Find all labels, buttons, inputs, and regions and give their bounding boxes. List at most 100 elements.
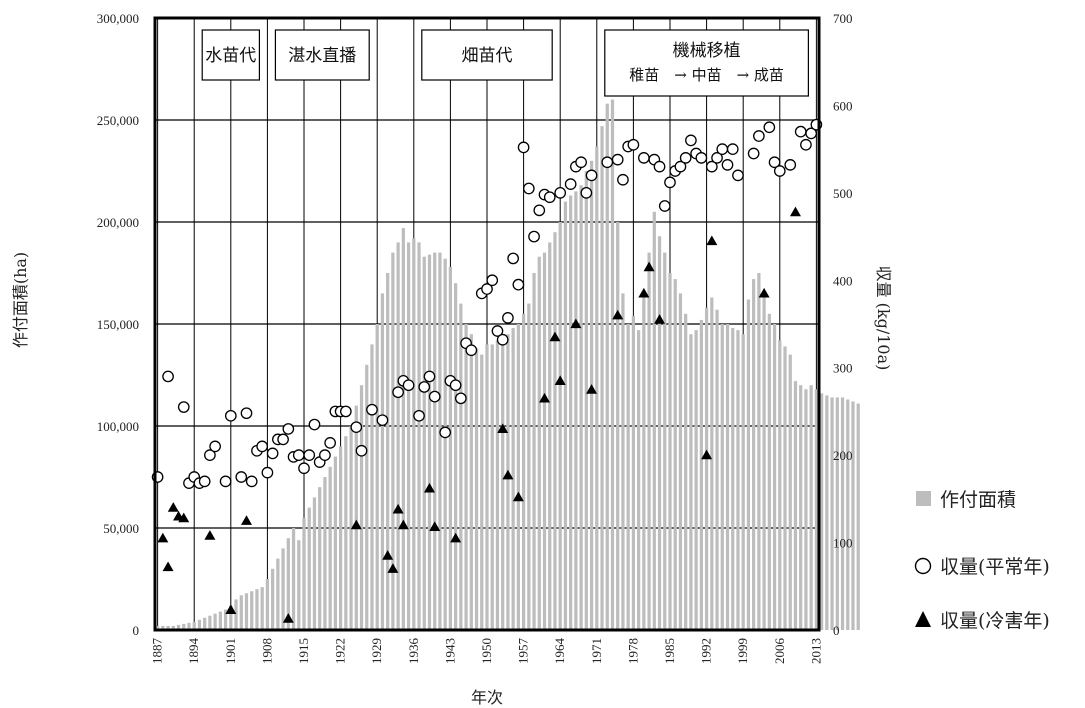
cold-yield-point <box>502 469 514 480</box>
normal-yield-point <box>455 392 467 405</box>
cold-yield-point <box>178 512 190 523</box>
area-bar <box>521 313 526 630</box>
area-bar <box>856 403 860 630</box>
area-bar <box>155 625 160 630</box>
normal-yield-point <box>763 121 776 134</box>
period-box <box>604 29 809 97</box>
legend-normal-marker <box>914 557 932 575</box>
area-bar <box>652 211 656 631</box>
area-bar <box>720 324 724 630</box>
area-bar <box>569 195 573 631</box>
x-tick-label: 1901 <box>223 638 238 664</box>
normal-yield-point <box>491 325 504 337</box>
period-label: 畑苗代 <box>462 46 513 66</box>
x-tick-label: 1985 <box>662 638 677 664</box>
plot-frame <box>153 16 821 632</box>
area-bar <box>788 354 792 630</box>
area-bar <box>694 330 698 630</box>
area-bar <box>772 324 777 630</box>
normal-yield-point <box>705 160 718 173</box>
area-bar <box>825 395 829 630</box>
normal-yield-point <box>658 200 671 212</box>
area-bar <box>542 252 547 630</box>
normal-yield-point <box>522 182 535 195</box>
area-bar <box>767 313 771 630</box>
normal-yield-point <box>198 475 211 488</box>
normal-yield-point <box>627 138 640 151</box>
area-bar <box>438 252 442 630</box>
normal-yield-point <box>350 421 363 434</box>
area-bar <box>349 426 353 630</box>
x-tick-label: 2006 <box>772 638 787 665</box>
area-bar <box>799 385 803 630</box>
normal-yield-point <box>726 143 739 155</box>
area-bar <box>213 613 217 630</box>
area-bar <box>328 466 332 630</box>
left-axis-title: 作付面積(ha) <box>11 252 30 348</box>
area-bar <box>605 103 609 631</box>
cold-yield-point <box>758 287 770 298</box>
cold-yield-point <box>387 563 399 573</box>
normal-yield-point <box>256 440 269 453</box>
normal-yield-point <box>219 475 232 488</box>
normal-yield-point <box>721 159 734 171</box>
normal-yield-point <box>235 471 248 483</box>
area-bar <box>778 340 782 630</box>
cold-yield-point <box>612 309 624 320</box>
normal-yield-point <box>638 152 650 164</box>
area-bar <box>814 389 819 630</box>
right-axis-ticks: 0 100 200 300 400 500 600 700 <box>833 11 853 638</box>
area-bar <box>323 477 327 630</box>
normal-yield-point <box>533 204 546 217</box>
area-bar <box>433 252 437 630</box>
right-tick-label: 400 <box>833 273 853 288</box>
area-bar <box>642 293 646 630</box>
normal-yield-point <box>339 405 352 418</box>
normal-yield-point <box>695 152 708 164</box>
area-bar <box>443 258 447 630</box>
left-tick-label: 250,000 <box>97 113 139 128</box>
area-bar <box>271 568 275 630</box>
x-tick-label: 1936 <box>406 638 421 665</box>
area-bar <box>757 273 761 630</box>
left-axis-ticks: 0 50,000 100,000 150,000 200,000 250,000 300,0… <box>97 11 139 638</box>
normal-yield-point <box>617 173 629 186</box>
normal-yield-point <box>261 466 274 479</box>
right-tick-label: 200 <box>833 448 853 463</box>
cold-yield-point <box>382 550 394 560</box>
normal-yield-point <box>585 169 598 182</box>
legend-area-swatch <box>916 491 931 506</box>
x-axis-ticks: 1887 1894 1901 1908 1915 1922 1929 1936 1943 1950… <box>150 638 824 665</box>
normal-yield-point <box>177 401 190 413</box>
area-bar <box>260 587 264 630</box>
cold-yield-point <box>701 449 713 460</box>
area-bar <box>783 346 787 630</box>
area-bar <box>176 624 181 630</box>
normal-yield-point <box>601 156 614 169</box>
area-bar <box>673 279 677 630</box>
area-bar <box>731 328 735 630</box>
area-bar <box>412 238 416 630</box>
cold-yield-point <box>570 318 582 329</box>
area-bar <box>375 324 379 630</box>
x-tick-label: 2013 <box>808 638 823 664</box>
legend-cold-marker <box>915 611 931 627</box>
area-bar <box>333 456 337 630</box>
area-bar <box>689 334 693 630</box>
area-bar <box>819 393 824 630</box>
area-bar <box>684 313 688 630</box>
area-bar <box>338 446 343 630</box>
normal-yield-point <box>245 475 258 488</box>
normal-yield-point <box>773 165 786 177</box>
area-bar <box>370 344 374 630</box>
normal-yield-point <box>428 390 441 403</box>
normal-yield-point <box>266 447 279 460</box>
left-tick-label: 100,000 <box>97 419 139 434</box>
left-tick-label: 0 <box>133 623 140 638</box>
area-bar <box>474 348 479 630</box>
area-bar <box>223 609 228 630</box>
area-bar <box>469 334 473 630</box>
normal-yield-point <box>800 138 812 151</box>
normal-yield-point <box>580 187 593 199</box>
